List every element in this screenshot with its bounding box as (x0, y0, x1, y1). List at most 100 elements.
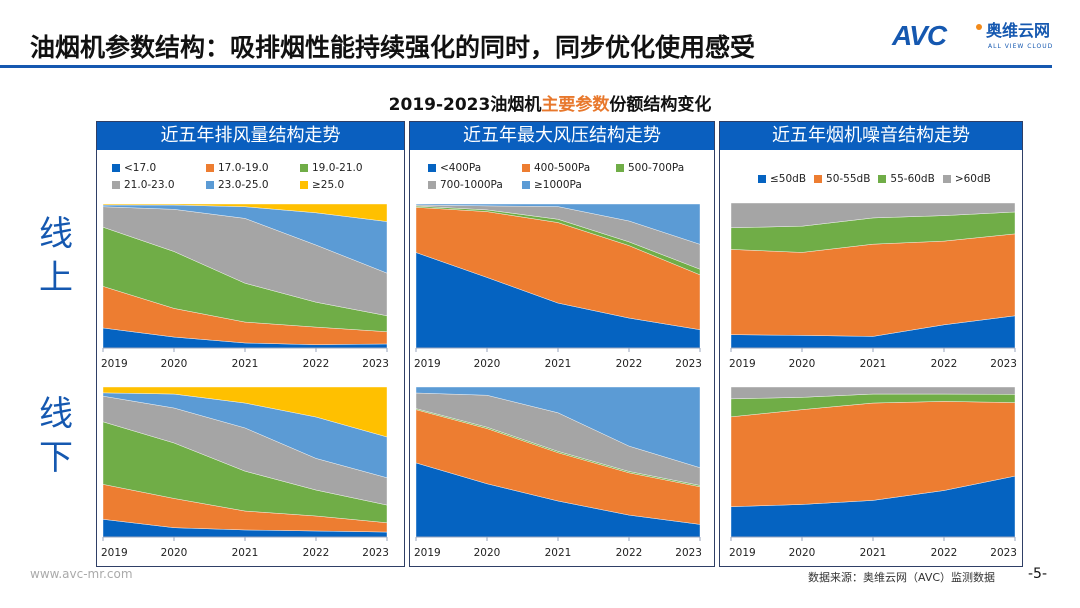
legend-noise: ≤50dB 50-55dB 55-60dB >60dB (758, 170, 1022, 187)
legend-item: ≥25.0 (300, 176, 386, 193)
legend-item: 400-500Pa (522, 159, 608, 176)
legend-swatch (616, 163, 624, 172)
x-tick-label: 2023 (362, 547, 389, 559)
x-tick-label: 2020 (474, 358, 501, 370)
legend-label: 19.0-21.0 (312, 161, 363, 174)
legend-label: <17.0 (124, 161, 157, 174)
area-series-3 (730, 386, 1016, 400)
row-label-offline: 线下 (39, 394, 73, 478)
legend-item: <17.0 (112, 159, 198, 176)
legend-swatch (112, 180, 120, 189)
page-title: 油烟机参数结构：吸排烟性能持续强化的同时，同步优化使用感受 (30, 33, 756, 62)
x-tick-label: 2019 (101, 547, 128, 559)
legend-swatch (522, 180, 530, 189)
legend-item: 21.0-23.0 (112, 176, 198, 193)
legend-swatch (758, 174, 766, 183)
x-tick-label: 2021 (545, 547, 572, 559)
chart-noise-online: 2019 2020 2021 2022 2023 (729, 202, 1017, 370)
area-series-3 (730, 202, 1016, 228)
legend-item: ≥1000Pa (522, 176, 608, 193)
legend-label: 55-60dB (890, 172, 935, 185)
x-tick-label: 2020 (789, 358, 816, 370)
legend-swatch (300, 180, 308, 189)
legend-swatch (300, 163, 308, 172)
area-series-5 (102, 203, 388, 222)
legend-label: 17.0-19.0 (218, 161, 269, 174)
x-tick-label: 2023 (675, 547, 702, 559)
legend-label: ≥25.0 (312, 178, 345, 191)
legend-max-pressure: <400Pa 400-500Pa 500-700Pa 700-1000Pa ≥1000P… (428, 159, 714, 193)
x-tick-label: 2023 (990, 547, 1017, 559)
legend-label: 700-1000Pa (440, 178, 503, 191)
chart-max-pressure-online: 2019 2020 2021 2022 2023 (414, 203, 702, 370)
x-tick-label: 2021 (232, 358, 259, 370)
x-tick-label: 2022 (616, 547, 643, 559)
legend-item: >60dB (942, 170, 991, 187)
legend-label: 21.0-23.0 (124, 178, 175, 191)
legend-label: ≥1000Pa (534, 178, 582, 191)
x-tick-label: 2020 (161, 547, 188, 559)
x-tick-label: 2021 (860, 358, 887, 370)
chart-air-volume-offline: 2019 2020 2021 2022 2023 (101, 386, 389, 559)
legend-label: 400-500Pa (534, 161, 591, 174)
legend-item: 500-700Pa (616, 159, 702, 176)
x-tick-label: 2023 (675, 358, 702, 370)
legend-label: 500-700Pa (628, 161, 685, 174)
x-tick-label: 2021 (232, 547, 259, 559)
x-tick-label: 2020 (161, 358, 188, 370)
footer-url: www.avc-mr.com (30, 567, 133, 581)
legend-swatch (878, 174, 887, 183)
legend-label: <400Pa (440, 161, 482, 174)
legend-item: <400Pa (428, 159, 514, 176)
page-number: -5- (1028, 566, 1048, 582)
legend-label: 50-55dB (826, 172, 871, 185)
legend-label: ≤50dB (770, 172, 807, 185)
logo-name-en: ALL VIEW CLOUD (988, 43, 1054, 50)
x-tick-label: 2022 (303, 358, 330, 370)
x-tick-label: 2020 (474, 547, 501, 559)
data-source: 数据来源：奥维云网（AVC）监测数据 (808, 571, 996, 584)
logo-name-cn: 奥维云网 (986, 21, 1051, 40)
avc-logo: AVC 奥维云网 ALL VIEW CLOUD (892, 20, 1062, 54)
legend-item: 17.0-19.0 (206, 159, 292, 176)
x-tick-label: 2019 (414, 358, 441, 370)
chart-noise-offline: 2019 2020 2021 2022 2023 (729, 386, 1017, 559)
legend-air-volume: <17.0 17.0-19.0 19.0-21.0 21.0-23.0 23.0-25.… (112, 159, 404, 193)
x-tick-label: 2019 (729, 358, 756, 370)
legend-item: 23.0-25.0 (206, 176, 292, 193)
legend-item: 55-60dB (878, 170, 935, 187)
legend-label: >60dB (954, 172, 991, 185)
panel-header: 近五年烟机噪音结构走势 (720, 122, 1022, 150)
legend-swatch (814, 174, 823, 183)
legend-swatch (428, 180, 436, 189)
x-tick-label: 2021 (860, 547, 887, 559)
x-tick-label: 2019 (729, 547, 756, 559)
subtitle-part1: 2019-2023油烟机 (388, 95, 542, 115)
subtitle-highlight: 主要参数 (541, 95, 610, 115)
legend-label: 23.0-25.0 (218, 178, 269, 191)
x-tick-label: 2023 (990, 358, 1017, 370)
legend-swatch (942, 174, 951, 183)
x-tick-label: 2022 (616, 358, 643, 370)
x-tick-label: 2022 (931, 358, 958, 370)
x-tick-label: 2020 (789, 547, 816, 559)
legend-swatch (206, 163, 214, 172)
area-series-4 (415, 386, 701, 468)
row-label-online: 线上 (39, 214, 73, 298)
chart-air-volume-online: 2019 2020 2021 2022 2023 (101, 203, 389, 370)
legend-item: ≤50dB (758, 170, 806, 187)
x-tick-label: 2023 (362, 358, 389, 370)
chart-section-title: 2019-2023油烟机主要参数份额结构变化 (0, 90, 1080, 115)
x-tick-label: 2022 (931, 547, 958, 559)
panel-header: 近五年最大风压结构走势 (410, 122, 714, 150)
legend-item: 50-55dB (814, 170, 870, 187)
area-series-4 (415, 203, 701, 245)
logo-dot-icon (976, 24, 982, 30)
x-tick-label: 2021 (545, 358, 572, 370)
header-divider (0, 65, 1052, 68)
panel-header: 近五年排风量结构走势 (97, 122, 404, 150)
logo-mark: AVC (892, 20, 947, 51)
legend-swatch (522, 163, 530, 172)
x-tick-label: 2019 (414, 547, 441, 559)
chart-max-pressure-offline: 2019 2020 2021 2022 2023 (414, 386, 702, 559)
